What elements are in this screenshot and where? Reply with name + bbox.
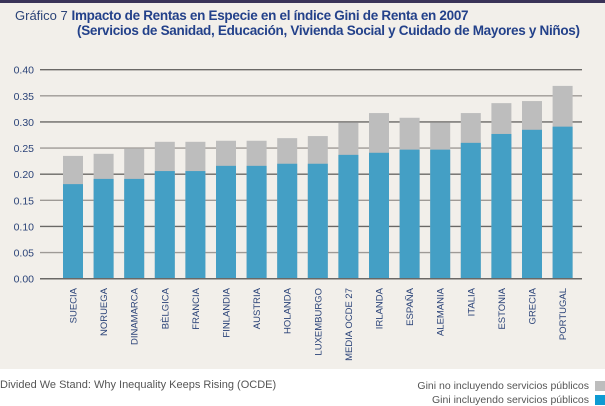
bar-including <box>93 178 114 279</box>
bar-chart: 0.00 0.05 0.10 0.15 0.20 0.25 0.30 0.35 0.40 SUEC… <box>14 65 582 361</box>
x-tick-label: FINLANDIA <box>222 287 233 337</box>
x-tick-label: ESTONIA <box>497 287 508 329</box>
source-note: Divided We Stand: Why Inequality Keeps R… <box>0 379 277 391</box>
y-tick-label: 0.20 <box>14 169 35 181</box>
figure-number: Gráfico 7 <box>15 8 68 23</box>
x-tick-label: NORUEGA <box>99 287 110 336</box>
bar-including <box>124 178 145 279</box>
bar-including <box>491 133 512 279</box>
x-tick-label: LUXEMBURGO <box>313 288 324 356</box>
y-tick-label: 0.30 <box>14 117 35 129</box>
x-tick-label: BÈLGICA <box>160 287 171 329</box>
bar-including <box>246 165 267 279</box>
x-tick-label: ESPAÑA <box>405 287 416 326</box>
x-tick-label: DINAMARCA <box>130 287 141 345</box>
x-tick-label: PORTUGAL <box>558 288 569 340</box>
x-tick-label: ALEMANIA <box>436 287 447 336</box>
y-tick-label: 0.25 <box>14 143 35 155</box>
bar-including <box>399 149 420 279</box>
legend-swatch-excluding <box>595 381 605 391</box>
y-tick-label: 0.00 <box>14 274 35 286</box>
bar-including <box>307 163 328 279</box>
bar-including <box>522 129 542 279</box>
chart-title: Gráfico 7 Impacto de Rentas en Especie e… <box>15 8 580 38</box>
legend-swatch-including <box>595 395 605 405</box>
y-tick-label: 0.15 <box>14 195 35 207</box>
bar-including <box>216 165 236 279</box>
bar-including <box>63 184 83 279</box>
legend-item-including: Gini incluyendo servicios públicos <box>432 394 605 406</box>
legend-item-excluding: Gini no incluyendo servicios públicos <box>417 380 605 392</box>
title-subtitle: (Servicios de Sanidad, Educación, Vivien… <box>77 23 580 38</box>
bar-including <box>185 171 206 279</box>
x-tick-label: IRLANDA <box>375 287 386 329</box>
x-tick-label: AUSTRIA <box>252 287 263 329</box>
y-tick-label: 0.35 <box>14 91 35 103</box>
bar-including <box>369 152 389 279</box>
y-tick-label: 0.10 <box>14 221 35 233</box>
x-tick-label: SUECIA <box>69 287 80 323</box>
x-tick-label: GRECIA <box>528 287 539 324</box>
bar-including <box>460 142 481 279</box>
legend-label-excluding: Gini no incluyendo servicios públicos <box>417 380 589 392</box>
bar-including <box>154 171 175 279</box>
title-main: Impacto de Rentas en Especie en el índic… <box>71 8 469 23</box>
y-tick-label: 0.05 <box>14 248 35 260</box>
x-tick-label: ITALIA <box>466 287 477 316</box>
bar-including <box>277 163 298 279</box>
bar-including <box>338 154 359 279</box>
y-tick-label: 0.40 <box>14 65 35 77</box>
x-tick-label: HOLANDA <box>283 287 294 334</box>
bar-including <box>430 149 451 279</box>
legend-label-including: Gini incluyendo servicios públicos <box>432 394 589 406</box>
x-tick-label: FRANCIA <box>191 287 202 329</box>
x-tick-label: MEDIA OCDE 27 <box>344 288 355 361</box>
bar-including <box>552 126 573 279</box>
